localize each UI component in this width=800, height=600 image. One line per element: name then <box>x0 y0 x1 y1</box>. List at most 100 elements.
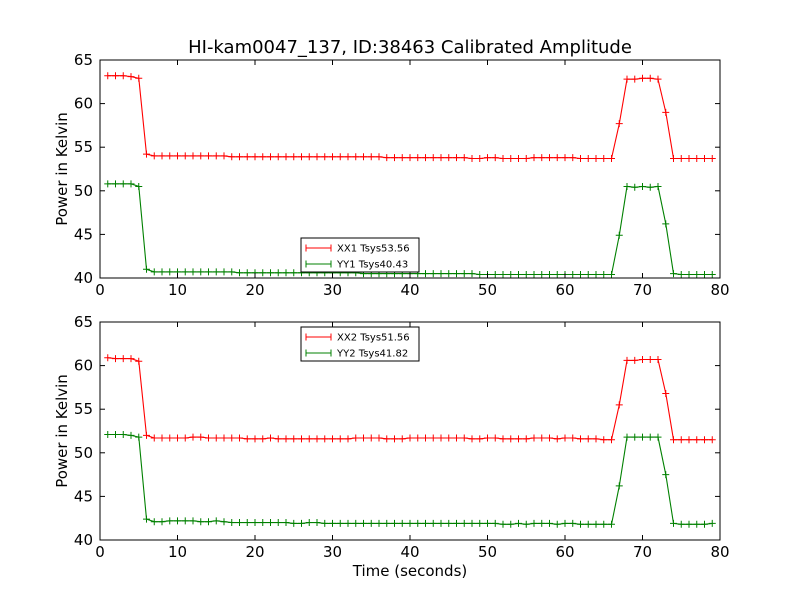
data-point <box>313 519 321 527</box>
data-point <box>445 154 453 162</box>
data-point <box>352 519 360 527</box>
data-point <box>476 271 484 279</box>
data-point <box>584 271 592 279</box>
data-point <box>631 75 639 83</box>
data-point <box>569 271 577 279</box>
y-axis-label: Power in Kelvin <box>53 374 71 488</box>
data-point <box>127 431 135 439</box>
data-point <box>670 519 677 527</box>
data-point <box>600 520 608 528</box>
x-tick-label: 20 <box>245 281 264 299</box>
data-point <box>228 519 236 527</box>
data-point <box>646 355 654 363</box>
data-point <box>352 153 360 161</box>
data-point <box>600 436 608 444</box>
data-point <box>112 180 119 188</box>
data-point <box>708 519 716 527</box>
data-point <box>344 435 352 443</box>
data-point <box>212 434 220 442</box>
data-point <box>236 519 243 527</box>
data-point <box>499 155 507 163</box>
data-point <box>437 270 445 278</box>
legend-box <box>300 326 420 362</box>
data-point <box>150 518 158 526</box>
data-point <box>189 152 197 160</box>
data-point <box>460 154 468 162</box>
data-point <box>453 434 460 442</box>
data-point <box>569 434 577 442</box>
data-point <box>220 518 228 526</box>
data-point <box>220 152 228 160</box>
data-point <box>445 434 453 442</box>
x-tick-label: 50 <box>478 543 497 561</box>
y-tick-label: 50 <box>74 182 93 200</box>
data-point <box>398 435 406 443</box>
y-tick-label: 45 <box>74 225 93 243</box>
data-point <box>507 435 515 443</box>
data-point <box>383 435 391 443</box>
series-1 <box>104 72 716 163</box>
data-point <box>453 270 460 278</box>
data-point <box>236 434 243 442</box>
data-point <box>654 433 662 441</box>
data-point <box>282 435 290 443</box>
data-point <box>367 519 375 527</box>
data-point <box>197 433 205 441</box>
data-point <box>631 433 639 441</box>
data-point <box>538 519 546 527</box>
data-point <box>166 517 174 525</box>
data-point <box>422 154 429 162</box>
data-point <box>639 433 646 441</box>
data-point <box>414 519 422 527</box>
x-tick-label: 0 <box>95 543 105 561</box>
data-point <box>484 519 491 527</box>
x-tick-label: 30 <box>323 281 342 299</box>
series-2 <box>104 430 716 528</box>
y-tick-label: 55 <box>74 138 93 156</box>
data-point <box>259 519 267 527</box>
data-point <box>274 435 282 443</box>
data-point <box>693 155 701 163</box>
data-point <box>445 519 453 527</box>
data-point <box>592 271 600 279</box>
data-point <box>453 519 460 527</box>
data-point <box>592 435 600 443</box>
data-point <box>344 519 352 527</box>
y-tick-label: 60 <box>74 95 93 113</box>
data-point <box>654 355 662 363</box>
data-point <box>119 180 127 188</box>
data-point <box>290 153 298 161</box>
data-point <box>677 271 685 279</box>
data-point <box>615 231 623 239</box>
x-tick-label: 80 <box>710 281 729 299</box>
data-point <box>391 154 398 162</box>
data-point <box>639 182 646 190</box>
data-point <box>220 434 228 442</box>
data-point <box>143 150 150 158</box>
data-point <box>181 517 189 525</box>
data-point <box>515 155 522 163</box>
data-point <box>251 153 259 161</box>
data-point <box>313 153 321 161</box>
data-point <box>274 519 282 527</box>
data-point <box>197 268 205 276</box>
data-point <box>336 519 344 527</box>
data-point <box>329 153 336 161</box>
data-point <box>592 520 600 528</box>
data-point <box>181 268 189 276</box>
data-point <box>429 519 437 527</box>
data-point <box>429 434 437 442</box>
data-point <box>631 356 639 364</box>
data-point <box>553 271 561 279</box>
data-point <box>174 434 181 442</box>
data-point <box>677 155 685 163</box>
data-point <box>290 519 298 527</box>
data-point <box>375 153 383 161</box>
data-point <box>414 434 422 442</box>
x-tick-label: 10 <box>168 543 187 561</box>
data-point <box>282 519 290 527</box>
data-point <box>422 519 429 527</box>
data-point <box>677 520 685 528</box>
data-point <box>406 434 414 442</box>
